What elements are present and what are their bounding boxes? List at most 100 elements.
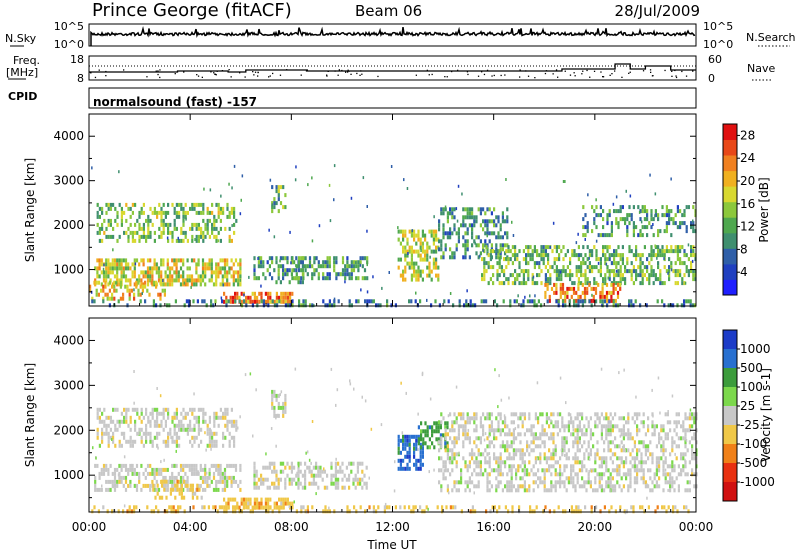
echo-cell xyxy=(515,299,518,304)
echo-cell xyxy=(622,448,625,453)
echo-cell xyxy=(221,475,224,480)
echo-cell xyxy=(302,299,305,304)
echo-cell xyxy=(527,277,530,282)
echo-cell xyxy=(284,465,287,470)
echo-cell xyxy=(467,428,470,432)
echo-cell xyxy=(421,454,424,459)
echo-cell xyxy=(473,215,476,220)
echo-cell xyxy=(300,268,303,273)
echo-cell xyxy=(457,231,460,236)
nave-point xyxy=(350,73,352,75)
echo-cell xyxy=(569,273,572,278)
echo-cell xyxy=(484,432,487,436)
echo-cell xyxy=(262,480,264,484)
echo-cell xyxy=(677,444,680,449)
echo-cell xyxy=(282,264,285,269)
echo-cell xyxy=(428,269,431,274)
echo-cell xyxy=(210,299,213,304)
echo-cell xyxy=(486,412,489,417)
echo-cell xyxy=(591,253,594,258)
echo-cell xyxy=(468,215,471,220)
echo-cell xyxy=(688,428,691,433)
echo-cell xyxy=(293,477,296,482)
echo-cell xyxy=(144,274,147,279)
echo-cell xyxy=(564,298,567,303)
echo-cell xyxy=(127,439,130,444)
echo-cell xyxy=(445,505,448,510)
echo-cell xyxy=(404,249,407,254)
echo-cell xyxy=(650,217,653,222)
echo-cell xyxy=(561,282,565,287)
echo-cell xyxy=(186,238,189,243)
echo-cell xyxy=(184,202,187,207)
echo-cell xyxy=(361,264,364,269)
echo-cell xyxy=(629,468,632,473)
echo-cell xyxy=(304,485,307,490)
echo-cell xyxy=(129,443,132,448)
echo-cell xyxy=(189,427,192,432)
freq-left-tick-top: 18 xyxy=(70,53,84,66)
echo-cell xyxy=(133,471,136,476)
echo-cell xyxy=(339,469,342,474)
echo-cell xyxy=(233,439,236,444)
echo-cell xyxy=(330,367,333,371)
echo-cell xyxy=(616,480,619,485)
echo-cell xyxy=(605,290,609,295)
echo-cell xyxy=(109,222,112,227)
echo-cell xyxy=(202,419,205,424)
echo-cell xyxy=(484,239,487,244)
echo-cell xyxy=(665,229,668,234)
echo-cell xyxy=(98,238,101,243)
echo-cell xyxy=(534,456,537,461)
echo-cell xyxy=(219,463,222,468)
echo-cell xyxy=(609,448,612,453)
echo-cell xyxy=(595,205,598,210)
echo-cell xyxy=(655,456,658,461)
echo-cell xyxy=(692,253,695,258)
echo-cell xyxy=(204,270,207,275)
echo-cell xyxy=(479,223,482,228)
echo-cell xyxy=(311,505,314,510)
echo-cell xyxy=(167,202,170,207)
echo-cell xyxy=(124,467,128,472)
echo-cell xyxy=(543,428,546,433)
echo-cell xyxy=(646,269,649,274)
echo-cell xyxy=(231,497,234,502)
echo-cell xyxy=(188,467,191,472)
echo-cell xyxy=(203,187,205,191)
echo-cell xyxy=(228,214,231,219)
echo-cell xyxy=(466,239,469,244)
echo-cell xyxy=(521,484,524,489)
echo-cell xyxy=(157,266,161,271)
echo-cell xyxy=(201,278,205,283)
echo-cell xyxy=(566,273,569,278)
echo-cell xyxy=(279,461,282,466)
echo-cell xyxy=(495,251,498,256)
nave-point xyxy=(602,76,605,78)
echo-cell xyxy=(495,484,498,489)
echo-cell xyxy=(328,272,331,277)
echo-cell xyxy=(122,266,125,271)
nave-point xyxy=(214,73,217,75)
echo-cell xyxy=(239,415,241,419)
echo-cell xyxy=(142,471,145,476)
echo-cell xyxy=(466,207,469,212)
echo-cell xyxy=(109,479,112,484)
echo-cell xyxy=(602,233,605,238)
echo-cell xyxy=(642,460,645,465)
echo-cell xyxy=(204,234,207,239)
echo-cell xyxy=(561,436,564,441)
echo-cell xyxy=(671,480,674,485)
echo-cell xyxy=(410,273,413,278)
echo-cell xyxy=(440,255,443,260)
echo-cell xyxy=(451,424,454,429)
echo-cell xyxy=(685,299,688,304)
echo-cell xyxy=(160,218,163,223)
echo-cell xyxy=(646,257,649,262)
echo-cell xyxy=(195,202,198,207)
echo-cell xyxy=(586,225,589,230)
echo-cell xyxy=(663,213,666,218)
echo-cell xyxy=(673,428,676,433)
echo-cell xyxy=(600,485,602,489)
